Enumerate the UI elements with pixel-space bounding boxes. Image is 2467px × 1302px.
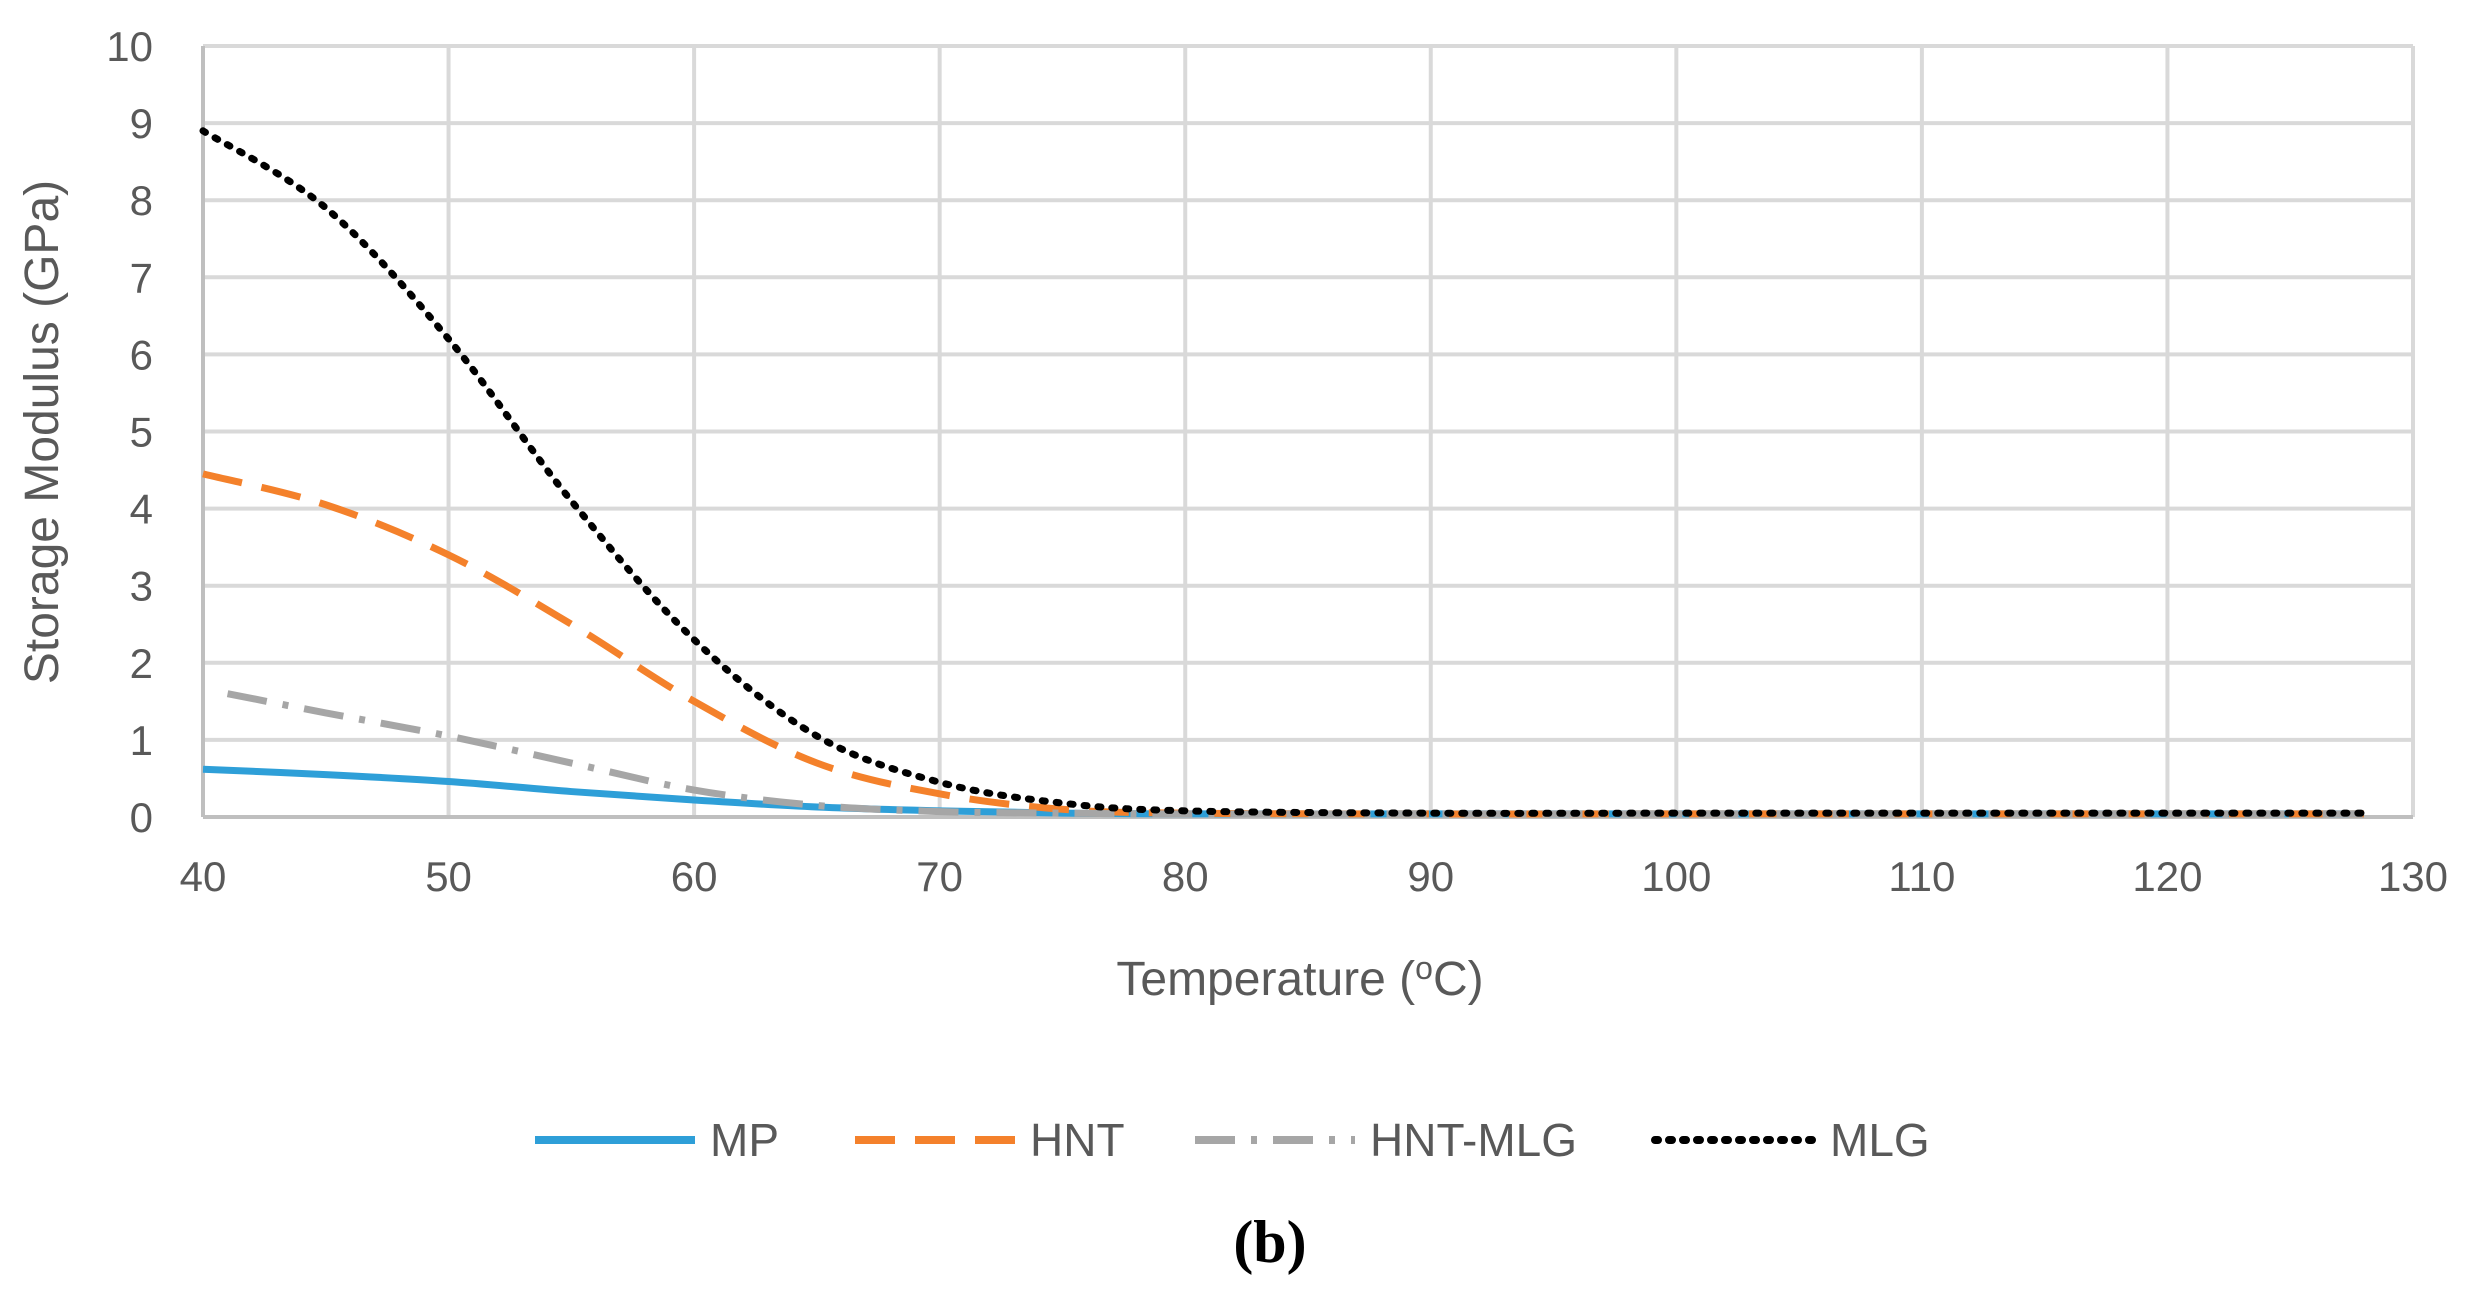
- y-tick-label: 1: [130, 717, 153, 764]
- x-axis-title: Temperature (oC): [1116, 950, 1483, 1006]
- y-tick-label: 2: [130, 640, 153, 687]
- panel-label: (b): [1233, 1209, 1306, 1275]
- legend-label: MLG: [1830, 1114, 1930, 1166]
- x-tick-label: 60: [671, 853, 718, 900]
- legend-label: HNT-MLG: [1370, 1114, 1577, 1166]
- grid-lines: [203, 44, 2415, 817]
- x-tick-label: 50: [425, 853, 472, 900]
- series-line-mlg: [199, 127, 2368, 817]
- legend-item-hnt-mlg: HNT-MLG: [1195, 1114, 1577, 1166]
- y-tick-label: 6: [130, 331, 153, 378]
- series-line-hnt: [202, 470, 2364, 818]
- x-tick-label: 130: [2378, 853, 2448, 900]
- legend: MP HNT HNT-MLG MLG: [535, 1114, 1930, 1166]
- series-lines: [199, 127, 2368, 818]
- legend-item-mp: MP: [535, 1114, 779, 1166]
- x-tick-label: 100: [1641, 853, 1711, 900]
- x-tick-label: 40: [180, 853, 227, 900]
- y-tick-label: 3: [130, 563, 153, 610]
- y-tick-label: 9: [130, 100, 153, 147]
- y-axis-title: Storage Modulus (GPa): [16, 180, 69, 684]
- x-tick-label: 120: [2132, 853, 2202, 900]
- y-tick-label: 5: [130, 409, 153, 456]
- x-tick-label: 70: [916, 853, 963, 900]
- x-tick-label: 90: [1407, 853, 1454, 900]
- x-tick-label: 110: [1888, 853, 1955, 900]
- legend-label: MP: [710, 1114, 779, 1166]
- series-line-hnt-mlg: [226, 690, 2364, 818]
- x-tick-label: 80: [1162, 853, 1209, 900]
- y-tick-label: 0: [130, 794, 153, 841]
- tick-labels: 0 1 2 3 4 5 6 7 8 9 10 40 50 60 70 80 90 100 110 120 130: [106, 23, 2448, 900]
- legend-item-hnt: HNT: [855, 1114, 1125, 1166]
- series-line-mp: [202, 765, 2364, 818]
- y-tick-label: 7: [130, 254, 153, 301]
- y-tick-label: 10: [106, 23, 153, 70]
- y-tick-label: 8: [130, 177, 153, 224]
- legend-label: HNT: [1030, 1114, 1125, 1166]
- y-tick-label: 4: [130, 486, 153, 533]
- legend-item-mlg: MLG: [1651, 1114, 1930, 1166]
